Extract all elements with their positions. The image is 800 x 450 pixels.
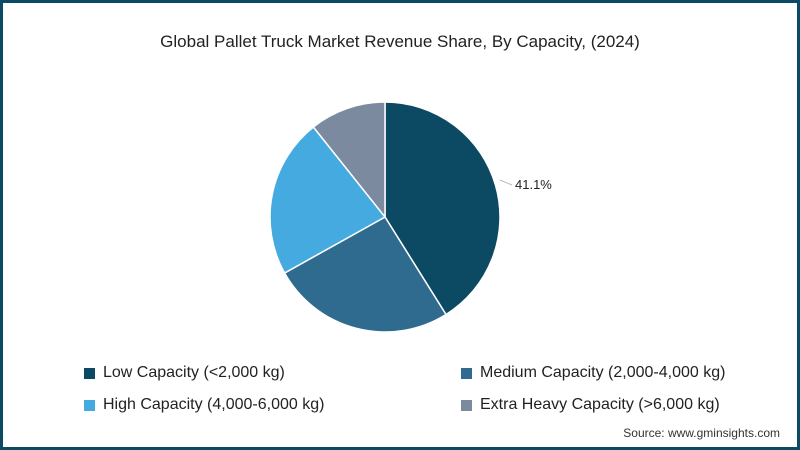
- label-leader-line: [499, 179, 513, 186]
- source-note: Source: www.gminsights.com: [623, 426, 780, 440]
- legend-item-high-capacity: High Capacity (4,000-6,000 kg): [84, 396, 324, 414]
- legend-swatch-low: [84, 367, 95, 379]
- legend-item-extra-heavy-capacity: Extra Heavy Capacity (>6,000 kg): [461, 396, 720, 414]
- legend-label: Extra Heavy Capacity (>6,000 kg): [480, 396, 720, 413]
- pie-slice-high-capacity: [269, 125, 387, 275]
- data-label-low-capacity: 41.1%: [515, 177, 552, 192]
- legend-swatch-high: [84, 399, 95, 411]
- legend-swatch-medium: [461, 367, 472, 379]
- pie-slice-low-capacity: [384, 101, 501, 316]
- legend-label: Medium Capacity (2,000-4,000 kg): [480, 364, 726, 381]
- legend-swatch-extra-heavy: [461, 399, 472, 411]
- legend-label: High Capacity (4,000-6,000 kg): [103, 396, 325, 413]
- legend-item-low-capacity: Low Capacity (<2,000 kg): [84, 364, 285, 382]
- chart-title: Global Pallet Truck Market Revenue Share…: [160, 32, 640, 51]
- legend-item-medium-capacity: Medium Capacity (2,000-4,000 kg): [461, 364, 725, 382]
- pie-slices: [269, 101, 501, 333]
- pie-slice-medium-capacity: [283, 215, 448, 333]
- pie-slice-extra-heavy-capacity: [312, 101, 386, 220]
- legend-label: Low Capacity (<2,000 kg): [103, 364, 285, 381]
